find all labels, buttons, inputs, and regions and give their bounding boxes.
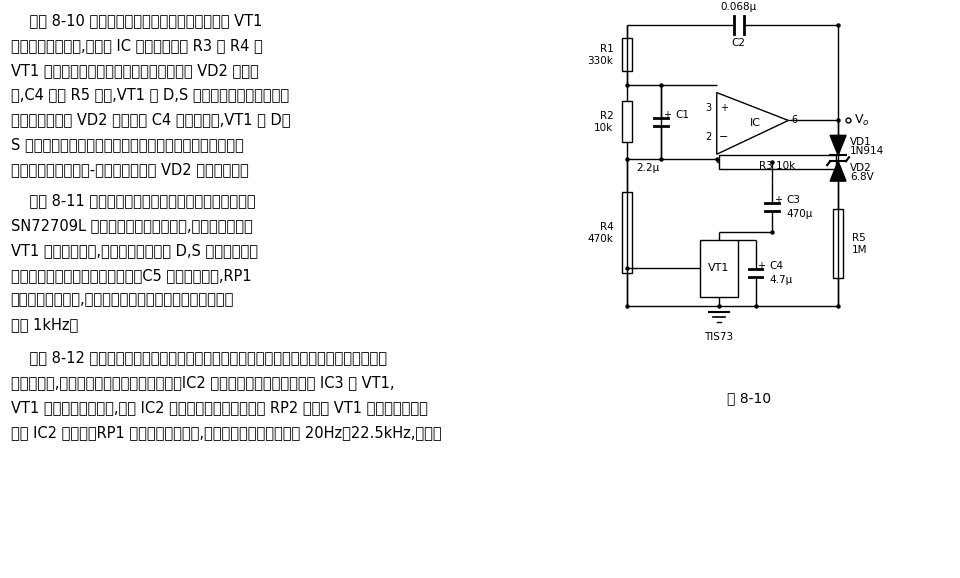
Text: C4: C4 xyxy=(770,261,783,271)
Text: 如图 8-12 所示为另一款文氏桥式正弦波发生器。通常文氏桥振荡器采用非线性器件反馈: 如图 8-12 所示为另一款文氏桥式正弦波发生器。通常文氏桥振荡器采用非线性器件… xyxy=(11,350,387,365)
Text: 用于改变运放增益,以获取失真最小的正弦波信号。振荡频: 用于改变运放增益,以获取失真最小的正弦波信号。振荡频 xyxy=(11,292,234,307)
Text: 改进 IC2 的增益。RP1 用于改变振荡频率,此电路的振荡频率范围为 20Hz～22.5kHz,失真度: 改进 IC2 的增益。RP1 用于改变振荡频率,此电路的振荡频率范围为 20Hz… xyxy=(11,425,442,440)
Text: R1: R1 xyxy=(600,44,613,54)
Text: R5: R5 xyxy=(852,233,866,243)
Text: C1: C1 xyxy=(675,110,689,120)
Text: 470k: 470k xyxy=(588,234,613,244)
Text: VT1 的并联电阻。当输出波形的负峰值小于 VD2 的电压: VT1 的并联电阻。当输出波形的负峰值小于 VD2 的电压 xyxy=(11,63,258,78)
Text: 波形的幅度超过 VD2 的电压时 C4 反方向充电,VT1 的 D、: 波形的幅度超过 VD2 的电压时 C4 反方向充电,VT1 的 D、 xyxy=(11,113,290,128)
Text: VD1: VD1 xyxy=(850,138,872,147)
Text: 10k: 10k xyxy=(594,123,613,133)
Text: 470μ: 470μ xyxy=(786,209,813,219)
Text: 用来稳定输出电平,放大器 IC 的增益取决于 R3 及 R4 与: 用来稳定输出电平,放大器 IC 的增益取决于 R3 及 R4 与 xyxy=(11,38,262,53)
Text: 图 8-10: 图 8-10 xyxy=(727,391,771,405)
Text: 4.7μ: 4.7μ xyxy=(770,275,793,285)
Text: 如图 8-11 所示为改进型文氏桥式正弦波发生器。使用: 如图 8-11 所示为改进型文氏桥式正弦波发生器。使用 xyxy=(11,193,255,208)
Bar xyxy=(833,209,843,277)
Text: 如图 8-10 为文氏桥式正弦波发生器。场效应管 VT1: 如图 8-10 为文氏桥式正弦波发生器。场效应管 VT1 xyxy=(11,13,262,28)
Text: 时,C4 通过 R5 放电,VT1 的 D,S 极间呈现低电阻。当输出: 时,C4 通过 R5 放电,VT1 的 D,S 极间呈现低电阻。当输出 xyxy=(11,88,289,103)
Text: 流电压和微弱的交流负反馈电压。C5 作为输出补偿,RP1: 流电压和微弱的交流负反馈电压。C5 作为输出补偿,RP1 xyxy=(11,268,252,283)
Text: 6: 6 xyxy=(791,116,798,125)
Text: 率为 1kHz。: 率为 1kHz。 xyxy=(11,317,78,332)
Text: SN72709L 运算放大器作为增益放大,桥路中场效应管: SN72709L 运算放大器作为增益放大,桥路中场效应管 xyxy=(11,218,252,233)
Text: R3 10k: R3 10k xyxy=(759,161,796,171)
Text: 1N914: 1N914 xyxy=(850,146,884,156)
Text: 稳幅的方式,而本电路则采用线性控制方式。IC2 输出的信号被加到校准电路 IC3 及 VT1,: 稳幅的方式,而本电路则采用线性控制方式。IC2 输出的信号被加到校准电路 IC3… xyxy=(11,375,394,390)
Text: S 极电阻增大。从而减小放大器的增益和输出波形的幅度。: S 极电阻增大。从而减小放大器的增益和输出波形的幅度。 xyxy=(11,138,243,153)
Polygon shape xyxy=(830,161,846,181)
Text: IC: IC xyxy=(750,118,761,128)
Text: TIS73: TIS73 xyxy=(705,332,733,342)
Text: C2: C2 xyxy=(732,38,746,48)
Text: −: − xyxy=(719,132,729,142)
Text: VT1 作为压控电阻,其工作状态取决于 D,S 极间的零伏直: VT1 作为压控电阻,其工作状态取决于 D,S 极间的零伏直 xyxy=(11,243,257,258)
Bar xyxy=(622,192,633,273)
Text: 6.8V: 6.8V xyxy=(850,172,874,182)
Bar xyxy=(622,101,633,142)
Text: VD2: VD2 xyxy=(850,163,872,173)
Text: +: + xyxy=(757,261,765,271)
Text: C3: C3 xyxy=(786,195,801,205)
Text: 0.068μ: 0.068μ xyxy=(721,2,756,12)
Polygon shape xyxy=(830,135,846,155)
Text: 2.2μ: 2.2μ xyxy=(636,163,660,173)
Bar xyxy=(700,240,737,297)
Text: R2: R2 xyxy=(600,111,613,121)
Text: R4: R4 xyxy=(600,222,613,232)
Text: 330k: 330k xyxy=(588,55,613,66)
Bar xyxy=(719,155,836,169)
Text: +: + xyxy=(663,110,671,120)
Text: 该电路的输出电压峰-峰值稳定在两倍 VD2 的电压值上。: 该电路的输出电压峰-峰值稳定在两倍 VD2 的电压值上。 xyxy=(11,162,249,177)
Text: 3: 3 xyxy=(706,102,711,113)
Text: +: + xyxy=(775,195,782,205)
Text: 1M: 1M xyxy=(852,244,868,255)
Text: 2: 2 xyxy=(706,132,711,142)
Text: +: + xyxy=(720,102,728,113)
Text: VT1 作为一个可变电阻,成为 IC2 反馈环路的一部分。调整 RP2 可改变 VT1 的控制电压进而: VT1 作为一个可变电阻,成为 IC2 反馈环路的一部分。调整 RP2 可改变 … xyxy=(11,400,427,415)
Text: VT1: VT1 xyxy=(708,263,730,273)
Text: V$_o$: V$_o$ xyxy=(854,113,870,128)
Bar xyxy=(622,38,633,71)
